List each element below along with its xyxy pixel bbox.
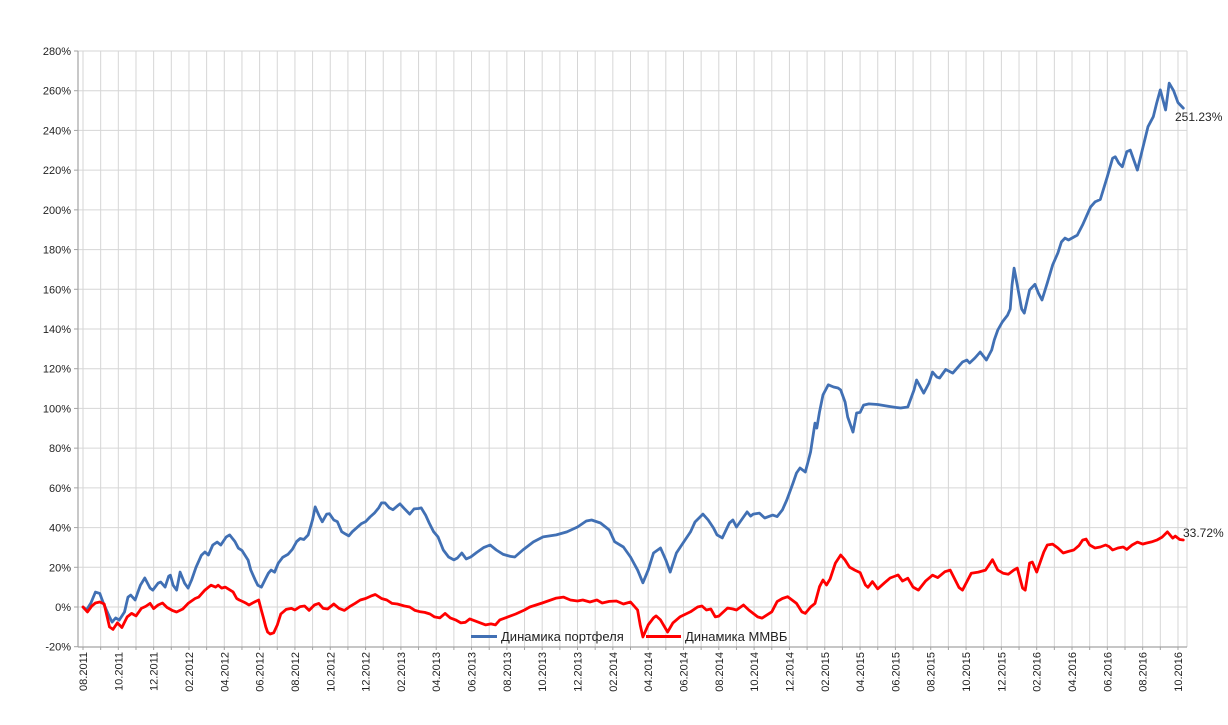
legend-item-micex: Динамика ММВБ [646, 629, 787, 644]
svg-text:260%: 260% [43, 86, 71, 98]
svg-text:04.2015: 04.2015 [855, 652, 867, 692]
svg-text:06.2014: 06.2014 [678, 652, 690, 692]
svg-text:08.2016: 08.2016 [1138, 652, 1150, 692]
svg-text:200%: 200% [43, 205, 71, 217]
svg-text:10.2014: 10.2014 [749, 652, 761, 692]
legend-label-micex: Динамика ММВБ [685, 629, 788, 644]
svg-text:10.2012: 10.2012 [325, 652, 337, 692]
svg-text:60%: 60% [49, 483, 71, 495]
end-value-portfolio: 251.23% [1175, 110, 1223, 124]
svg-text:04.2014: 04.2014 [643, 652, 655, 692]
svg-text:140%: 140% [43, 324, 71, 336]
svg-text:08.2013: 08.2013 [502, 652, 514, 692]
svg-text:04.2016: 04.2016 [1067, 652, 1079, 692]
svg-text:160%: 160% [43, 284, 71, 296]
svg-text:120%: 120% [43, 364, 71, 376]
svg-text:12.2011: 12.2011 [149, 652, 161, 691]
svg-text:10.2011: 10.2011 [113, 652, 125, 691]
svg-text:08.2015: 08.2015 [926, 652, 938, 692]
svg-text:180%: 180% [43, 245, 71, 257]
svg-text:06.2013: 06.2013 [467, 652, 479, 692]
svg-text:12.2014: 12.2014 [784, 652, 796, 692]
svg-text:10.2013: 10.2013 [537, 652, 549, 692]
svg-text:240%: 240% [43, 125, 71, 137]
svg-text:40%: 40% [49, 523, 71, 535]
svg-text:0%: 0% [55, 602, 71, 614]
svg-text:100%: 100% [43, 403, 71, 415]
svg-text:12.2015: 12.2015 [996, 652, 1008, 692]
svg-text:04.2012: 04.2012 [219, 652, 231, 692]
end-value-micex: 33.72% [1183, 526, 1224, 540]
svg-text:08.2014: 08.2014 [714, 652, 726, 692]
svg-text:12.2012: 12.2012 [361, 652, 373, 692]
svg-text:02.2013: 02.2013 [396, 652, 408, 692]
svg-text:-20%: -20% [45, 642, 71, 654]
svg-text:220%: 220% [43, 165, 71, 177]
svg-text:08.2011: 08.2011 [78, 652, 90, 691]
svg-text:06.2015: 06.2015 [890, 652, 902, 692]
svg-text:10.2015: 10.2015 [961, 652, 973, 692]
svg-text:02.2016: 02.2016 [1032, 652, 1044, 692]
svg-text:10.2016: 10.2016 [1173, 652, 1185, 692]
svg-text:80%: 80% [49, 443, 71, 455]
svg-text:06.2012: 06.2012 [255, 652, 267, 692]
legend-line-micex-icon [646, 635, 681, 638]
svg-text:280%: 280% [43, 46, 71, 58]
svg-text:20%: 20% [49, 562, 71, 574]
svg-text:04.2013: 04.2013 [431, 652, 443, 692]
svg-text:12.2013: 12.2013 [573, 652, 585, 692]
svg-text:08.2012: 08.2012 [290, 652, 302, 692]
svg-text:06.2016: 06.2016 [1102, 652, 1114, 692]
legend-line-portfolio-icon [471, 635, 497, 638]
svg-text:02.2012: 02.2012 [184, 652, 196, 692]
svg-text:02.2015: 02.2015 [820, 652, 832, 692]
legend-item-portfolio: Динамика портфеля [471, 629, 624, 644]
legend-label-portfolio: Динамика портфеля [501, 629, 624, 644]
svg-text:02.2014: 02.2014 [608, 652, 620, 692]
